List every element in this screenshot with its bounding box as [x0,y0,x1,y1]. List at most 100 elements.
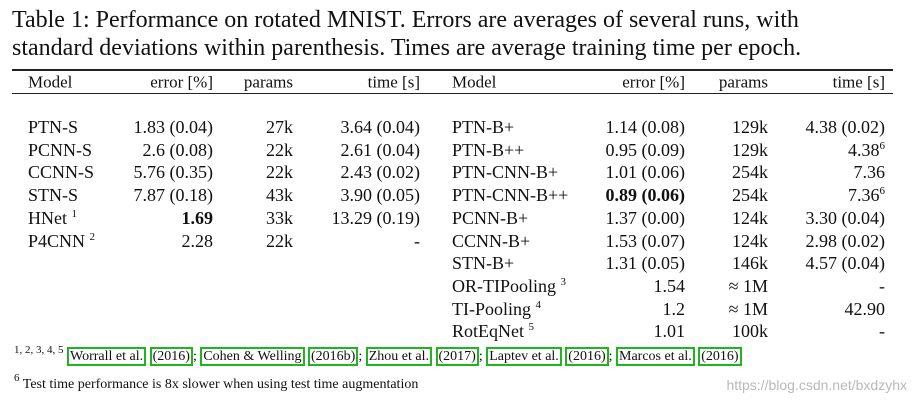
cell-error: 2.6 (0.08) [143,141,214,159]
cell-params: 124k [732,232,768,250]
time-text: 2.61 (0.04) [340,139,421,160]
params-text: ≈ 1M [728,298,768,319]
model-text: PCNN-S [28,139,93,160]
error-text: 5.76 (0.35) [133,162,214,183]
error-text: 2.6 (0.08) [142,139,214,160]
cell-error: 0.89 (0.06) [606,186,686,204]
cell-error: 1.69 [182,209,214,227]
params-text: 146k [732,253,768,274]
model-text: TI-Pooling [452,298,531,319]
column-header: error [%] [622,72,685,92]
cell-model: PCNN-B+ [452,209,528,227]
params-text: 129k [732,139,768,160]
cell-params: 100k [732,322,768,340]
time-text: 2.43 (0.02) [340,162,421,183]
time-text: 13.29 (0.19) [331,207,421,228]
citation-author: Laptev et al. [486,347,562,366]
column-header: time [s] [832,72,885,92]
column-header: Model [28,72,73,92]
time-text: - [879,275,885,296]
params-text: ≈ 1M [728,275,768,296]
cell-time: 3.64 (0.04) [341,118,421,136]
cell-error: 1.14 (0.08) [606,118,686,136]
cell-params: 146k [732,254,768,272]
time-text: 2.98 (0.02) [805,230,886,251]
error-text: 1.2 [662,298,686,319]
cell-error: 1.31 (0.05) [606,254,686,272]
error-text: 1.14 (0.08) [605,117,686,137]
error-text: 1.01 [653,321,686,342]
cell-time: 2.61 (0.04) [341,141,421,159]
time-text: 7.36 [853,162,886,183]
caption-line: Table 1: Performance on rotated MNIST. E… [12,7,799,33]
params-text: 124k [732,230,768,251]
cell-error: 1.83 (0.04) [134,118,214,136]
footnote-ref: 3 [560,275,567,288]
footnote-marker: 6 [14,372,20,384]
params-text: 22k [266,139,293,160]
citation-author: Worrall et al. [67,347,147,366]
error-text: 1.69 [181,207,214,228]
cell-model: HNet 1 [28,207,78,227]
footnote: 1, 2, 3, 4, 5 Worrall et al. (2016); Coh… [14,345,742,366]
error-text: 1.37 (0.00) [605,207,686,228]
cell-error: 5.76 (0.35) [134,163,214,181]
model-text: PTN-CNN-B++ [452,185,569,206]
cell-params: 124k [732,209,768,227]
footnote-ref: 6 [879,139,886,152]
cell-time: 3.90 (0.05) [341,186,421,204]
error-text: 0.95 (0.09) [605,139,686,160]
cell-params: ≈ 1M [729,300,768,318]
citation-year: (2016) [698,347,742,366]
cell-model: PTN-S [28,118,78,136]
model-text: PCNN-B+ [452,207,529,228]
citation-author: Cohen & Welling [200,347,305,366]
cell-model: CCNN-S [28,163,94,181]
params-text: 33k [266,207,293,228]
cell-time: - [414,232,420,250]
separator: ; [608,349,613,364]
params-text: 22k [266,230,293,251]
cell-error: 1.53 (0.07) [606,232,686,250]
params-text: 129k [732,117,768,137]
time-text: 3.90 (0.05) [340,185,421,206]
cell-model: PTN-CNN-B+ [452,163,558,181]
time-text: 3.30 (0.04) [805,207,886,228]
cell-params: 254k [732,186,768,204]
model-text: PTN-B++ [452,139,525,160]
footnote-text: Test time performance is 8x slower when … [22,377,419,392]
cell-error: 7.87 (0.18) [134,186,214,204]
cell-model: OR-TIPooling 3 [452,275,567,296]
model-text: RotEqNet [452,321,524,342]
column-header: Model [452,72,497,92]
cell-time: 4.57 (0.04) [806,254,886,272]
cell-params: ≈ 1M [729,277,768,295]
time-text: 4.57 (0.04) [805,253,886,274]
model-text: P4CNN [28,230,86,251]
citation-year: (2017) [435,347,479,366]
cell-error: 0.95 (0.09) [606,141,686,159]
model-text: OR-TIPooling [452,275,557,296]
cell-params: 129k [732,141,768,159]
column-header: error [%] [150,72,213,92]
cell-time: 2.98 (0.02) [806,232,886,250]
params-text: 43k [266,185,293,206]
cell-model: P4CNN 2 [28,230,95,251]
column-header: params [243,72,293,92]
model-text: STN-B+ [452,253,515,274]
cell-time: 42.90 [845,300,886,318]
cell-model: STN-S [28,186,78,204]
cell-time: 7.36 [854,163,886,181]
model-text: CCNN-B+ [452,230,531,251]
cell-params: 22k [266,232,293,250]
cell-model: TI-Pooling 4 [452,298,541,319]
time-text: 4.38 [848,139,880,160]
cell-model: RotEqNet 5 [452,321,534,342]
cell-params: 129k [732,118,768,136]
cell-time: 4.386 [848,139,886,160]
cell-time: 3.30 (0.04) [806,209,886,227]
footnote-ref: 1 [71,207,78,220]
params-text: 254k [732,185,768,206]
separator: ; [192,349,197,364]
